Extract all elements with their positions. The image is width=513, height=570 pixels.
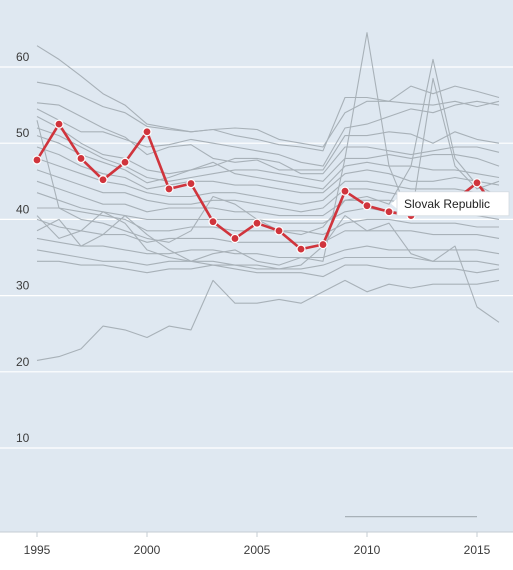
background-series-line-7	[36, 146, 500, 194]
y-tick-label-40: 40	[16, 202, 30, 216]
y-tick-label-30: 30	[16, 279, 30, 293]
highlight-point-2003[interactable]	[208, 217, 218, 227]
y-tick-label-50: 50	[16, 126, 30, 140]
highlight-point-2008[interactable]	[318, 239, 328, 250]
highlight-point-2010[interactable]	[362, 201, 372, 211]
background-series	[36, 32, 500, 518]
highlight-point-1998[interactable]	[98, 175, 108, 185]
background-series-line-16	[37, 260, 500, 278]
background-series-line-18	[36, 58, 500, 243]
x-tick-label-2000: 2000	[134, 543, 161, 557]
gridlines	[0, 66, 513, 449]
x-tick-label-2015: 2015	[464, 543, 491, 557]
background-series-line-13	[36, 218, 500, 243]
background-series-line-6	[36, 135, 500, 190]
background-series-line-4	[36, 116, 500, 175]
plot-background	[0, 0, 513, 532]
y-tick-label-10: 10	[16, 431, 30, 445]
background-series-line-20	[36, 279, 500, 361]
highlight-point-2015[interactable]	[472, 178, 482, 188]
highlight-point-1999[interactable]	[120, 157, 130, 167]
background-series-line-1	[36, 81, 500, 148]
highlight-point-2011[interactable]	[384, 207, 394, 217]
highlight-point-2007[interactable]	[296, 244, 306, 254]
highlight-point-2004[interactable]	[230, 233, 240, 244]
x-tick-label-2010: 2010	[354, 543, 381, 557]
x-tick-label-1995: 1995	[24, 543, 51, 557]
background-series-line-8	[36, 157, 500, 205]
background-series-line-0	[36, 45, 500, 152]
background-series-line-14	[36, 237, 500, 259]
annotation: Slovak Republic	[391, 191, 510, 217]
annotation-label: Slovak Republic	[404, 197, 490, 211]
highlight-point-2009[interactable]	[340, 186, 350, 196]
highlight-point-2002[interactable]	[186, 178, 196, 189]
highlight-point-2006[interactable]	[274, 226, 284, 236]
y-axis-ticks: 10 20 30 40 50 60	[16, 50, 30, 445]
annotation-pointer	[391, 198, 397, 209]
highlight-point-2001[interactable]	[164, 184, 174, 194]
background-series-line-5	[36, 127, 500, 182]
x-tick-label-2005: 2005	[244, 543, 271, 557]
highlight-point-1995[interactable]	[32, 155, 42, 165]
y-tick-label-20: 20	[16, 355, 30, 369]
background-series-line-19	[36, 211, 500, 323]
highlight-point-1996[interactable]	[54, 119, 64, 129]
background-series-line-2	[36, 102, 500, 171]
annotation-box	[396, 191, 510, 217]
y-tick-label-60: 60	[16, 50, 30, 64]
background-series-line-17	[36, 32, 500, 266]
highlight-point-2005[interactable]	[252, 218, 262, 228]
x-axis: 1995 2000 2005 2010 2015	[0, 531, 513, 557]
background-series-line-15	[36, 249, 500, 270]
highlight-point-1997[interactable]	[76, 153, 86, 164]
highlight-point-2000[interactable]	[142, 127, 152, 137]
